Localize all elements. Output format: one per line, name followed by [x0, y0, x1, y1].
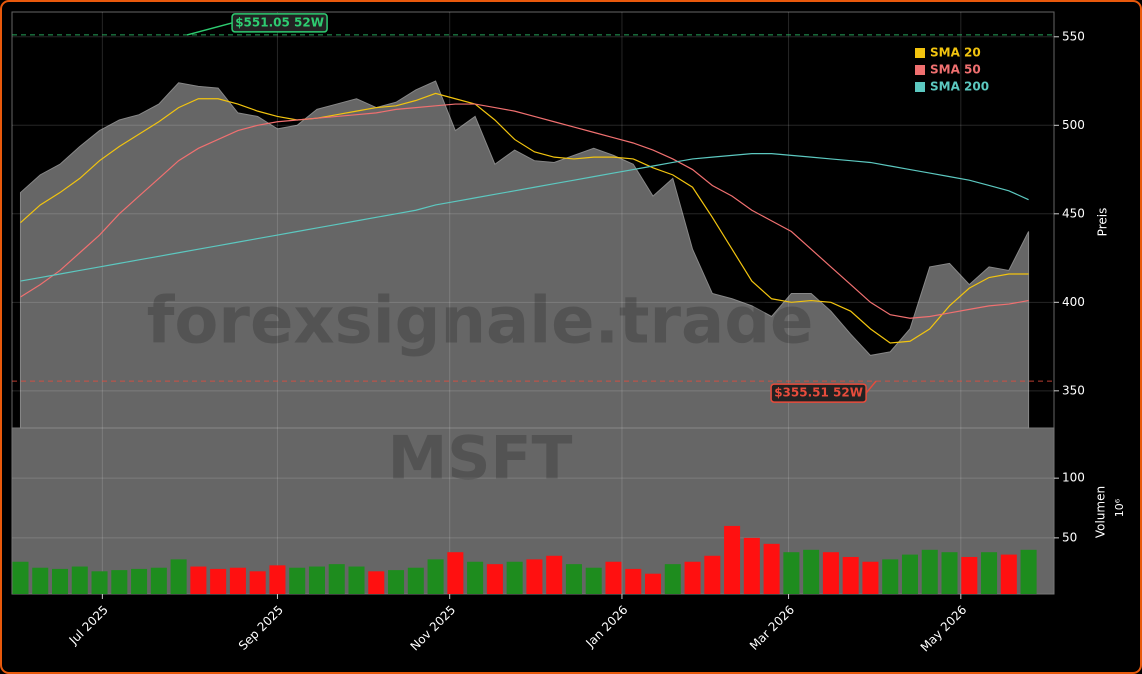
volume-bar	[901, 554, 918, 594]
volume-bar	[625, 568, 642, 594]
volume-bar	[328, 564, 345, 594]
volume-bar	[644, 573, 662, 594]
y-tick-label: 450	[1062, 206, 1085, 220]
annotation-arrow	[186, 22, 233, 36]
volume-bar	[565, 564, 582, 594]
volume-bar	[506, 561, 523, 594]
y-tick-label: 500	[1062, 118, 1085, 132]
volume-bar	[842, 556, 859, 594]
y-tick-label: 550	[1062, 29, 1085, 43]
annotation-box	[231, 13, 328, 33]
legend-swatch	[915, 48, 925, 58]
volume-bar	[664, 564, 681, 594]
volume-bar	[822, 552, 839, 594]
y2-unit: 10⁶	[1113, 498, 1126, 517]
watermark: forexsignale.trade	[147, 285, 814, 359]
volume-bar	[269, 565, 286, 594]
volume-bar	[882, 559, 899, 594]
legend-label: SMA 50	[930, 63, 981, 77]
volume-bar	[12, 561, 29, 594]
volume-bar	[407, 567, 424, 594]
legend-swatch	[915, 65, 925, 75]
volume-bar	[447, 552, 464, 594]
volume-bar	[941, 552, 958, 594]
volume-bar	[388, 570, 405, 594]
volume-bar	[684, 561, 701, 594]
sma-line	[20, 92, 1029, 344]
annotation-box	[770, 383, 867, 403]
volume-bar	[1020, 549, 1037, 594]
volume-bar	[803, 549, 820, 594]
volume-bar	[111, 570, 128, 594]
volume-bar	[170, 559, 187, 594]
volume-bar	[229, 567, 246, 594]
volume-bar	[210, 568, 227, 594]
sma-line	[20, 153, 1029, 282]
volume-bar	[921, 549, 938, 594]
sma-line	[20, 103, 1029, 319]
volume-bar	[763, 543, 780, 594]
volume-bar	[486, 564, 503, 594]
volume-bar	[348, 566, 365, 594]
volume-bar	[526, 559, 543, 594]
volume-bar	[190, 566, 207, 594]
volume-bar	[546, 555, 563, 594]
y2-tick-label: 100	[1062, 471, 1085, 485]
volume-bar	[743, 537, 760, 594]
volume-bar	[783, 552, 800, 594]
volume-bar	[605, 561, 622, 594]
y-tick-label: 350	[1062, 383, 1085, 397]
volume-bar	[308, 566, 325, 594]
y-tick-label: 400	[1062, 295, 1085, 309]
volume-bar	[467, 561, 484, 594]
y2-tick-label: 50	[1062, 530, 1077, 544]
y2-axis-label: Volumen	[1094, 486, 1108, 538]
volume-bar	[51, 568, 69, 594]
volume-bar	[91, 571, 108, 594]
volume-bar	[249, 571, 266, 594]
volume-bar	[32, 567, 49, 594]
annotation-arrow	[865, 380, 877, 394]
ticker-watermark: MSFT	[388, 424, 573, 494]
legend-swatch	[915, 82, 925, 92]
volume-bar	[71, 566, 88, 594]
y-axis-label: Preis	[1096, 208, 1110, 237]
volume-bar	[981, 552, 998, 594]
legend-label: SMA 20	[930, 46, 981, 60]
volume-bar	[131, 568, 148, 594]
volume-bar	[862, 561, 879, 594]
volume-bar	[368, 571, 385, 594]
price-area	[19, 80, 1030, 429]
volume-bar	[427, 559, 444, 594]
annotation-label: $551.05 52W	[235, 15, 324, 29]
volume-bar	[961, 556, 978, 594]
annotation-label: $355.51 52W	[774, 386, 863, 400]
volume-bar	[585, 567, 602, 594]
volume-bar	[289, 567, 306, 594]
volume-bar	[704, 555, 721, 594]
volume-bar	[724, 525, 741, 594]
legend-label: SMA 200	[930, 80, 989, 94]
volume-bar	[150, 567, 167, 594]
volume-bar	[1000, 554, 1017, 594]
